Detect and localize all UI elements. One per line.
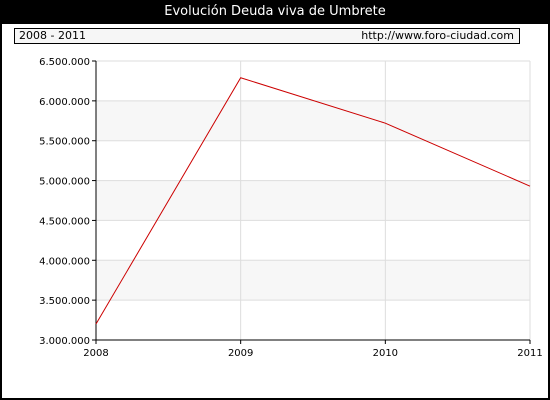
y-tick-label: 6.000.000	[39, 97, 90, 108]
x-tick-label: 2010	[373, 348, 398, 359]
y-tick-label: 5.000.000	[39, 177, 90, 188]
plot-band	[96, 61, 530, 101]
plot-band	[96, 300, 530, 340]
y-tick-label: 5.500.000	[39, 137, 90, 148]
plot-band	[96, 220, 530, 261]
y-tick-label: 4.000.000	[39, 256, 90, 267]
x-tick-label: 2008	[83, 348, 108, 359]
y-tick-label: 4.500.000	[39, 216, 90, 227]
chart-title: Evolución Deuda viva de Umbrete	[164, 4, 386, 19]
period-label: 2008 - 2011	[19, 29, 86, 42]
info-bar: 2008 - 2011 http://www.foro-ciudad.com	[14, 28, 520, 44]
series-line	[95, 77, 531, 325]
source-url[interactable]: http://www.foro-ciudad.com	[361, 29, 514, 42]
plot-area	[96, 61, 530, 340]
y-tick-label: 3.000.000	[39, 336, 90, 347]
x-tick-label: 2009	[228, 348, 253, 359]
y-tick-label: 3.500.000	[39, 296, 90, 307]
plot-band	[96, 140, 530, 181]
x-tick-label: 2011	[517, 348, 542, 359]
y-tick-label: 6.500.000	[39, 57, 90, 68]
